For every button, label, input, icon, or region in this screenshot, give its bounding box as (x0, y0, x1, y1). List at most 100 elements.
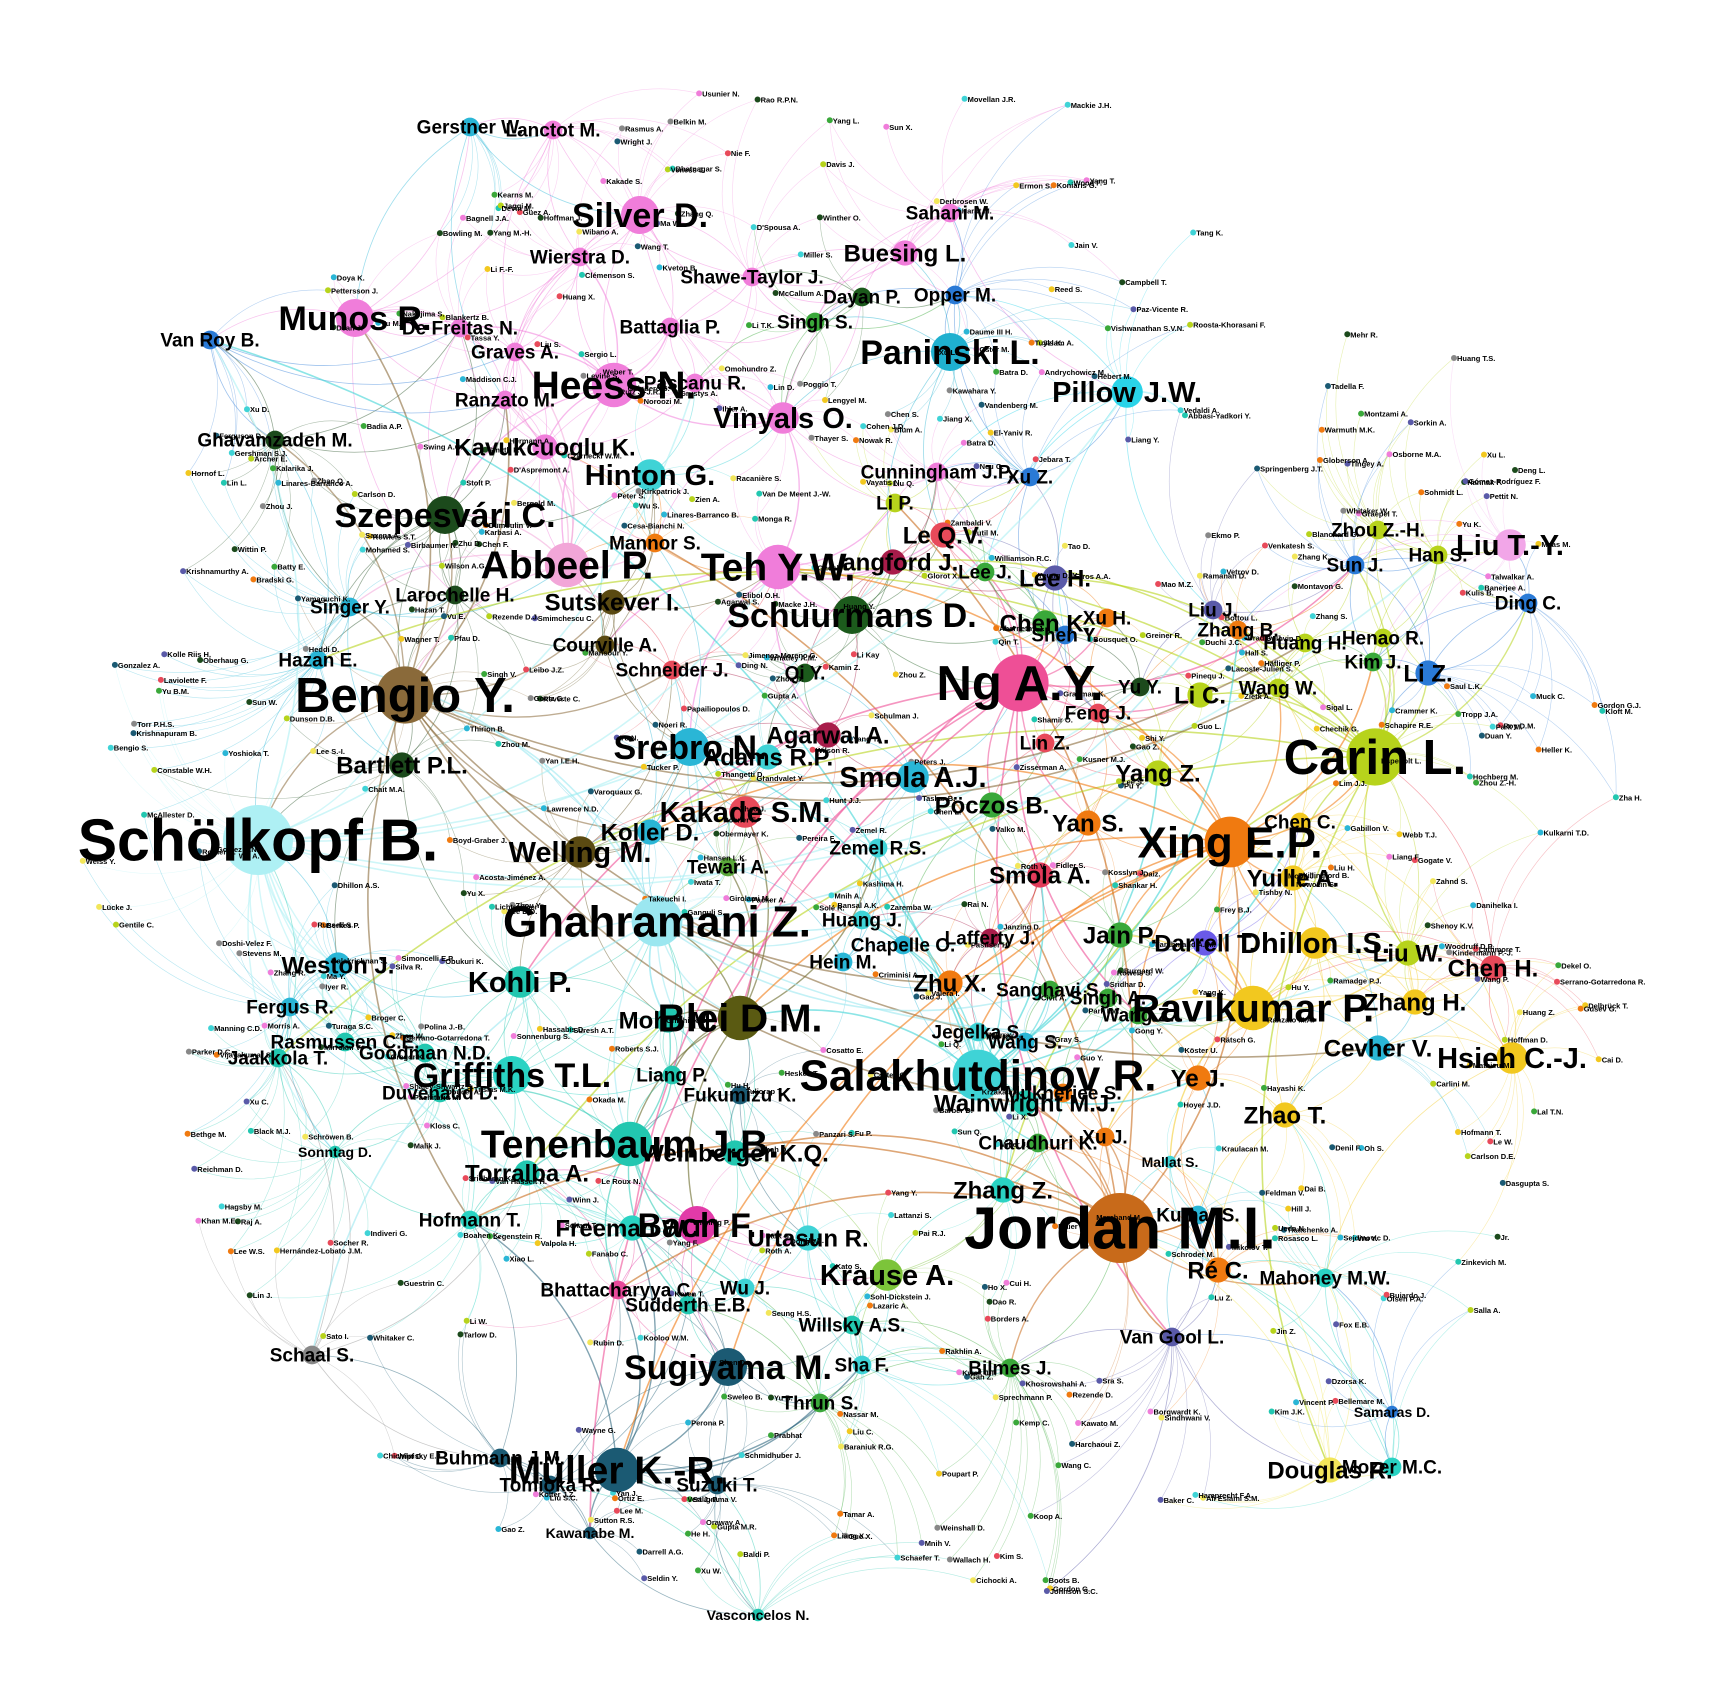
author-label: Stolt P. (466, 479, 491, 488)
author-label: Schölkopf B. (78, 808, 439, 874)
coauthor-edge (1277, 637, 1384, 689)
coauthor-edge (773, 566, 829, 736)
author-node (1535, 540, 1542, 547)
author-node (491, 191, 498, 198)
author-node (243, 1098, 250, 1105)
coauthor-edge (424, 1052, 528, 1174)
coauthor-edge (311, 1354, 501, 1459)
author-node (981, 1283, 988, 1290)
coauthor-edge (1354, 564, 1429, 674)
coauthor-edge (989, 1189, 1012, 1302)
author-label: Chen S. (891, 410, 919, 419)
author-label: Kalarika J. (276, 464, 314, 473)
coauthor-edge (851, 614, 1046, 644)
author-label: Zhu D. (458, 539, 481, 548)
author-label: Sigal L. (1326, 703, 1353, 712)
author-label: Boyd-Graber J. (453, 836, 507, 845)
author-label: Lawrence N.D. (547, 804, 599, 813)
author-label: Schmidhuber J. (745, 1451, 801, 1460)
coauthor-edge (1009, 1367, 1059, 1466)
author-label: Silver D. (572, 197, 708, 235)
author-node (864, 1293, 871, 1300)
author-label: Fergus R. (246, 998, 334, 1019)
coauthor-edge (1377, 519, 1511, 546)
author-node (1355, 510, 1362, 517)
author-label: Tang K. (1196, 229, 1223, 238)
coauthor-edge (287, 924, 315, 1008)
author-node (460, 479, 467, 486)
author-node (1214, 906, 1220, 913)
coauthor-edge (394, 1455, 501, 1471)
author-node (1214, 1036, 1221, 1043)
coauthor-edge (1407, 832, 1541, 954)
author-label: Lee J. (958, 563, 1012, 584)
author-label: Maddison C.J. (466, 375, 517, 384)
author-label: Okada M. (593, 1096, 626, 1105)
author-node (1068, 242, 1075, 248)
author-node (715, 598, 721, 605)
coauthor-edge (814, 212, 951, 323)
coauthor-edge (1299, 821, 1416, 1003)
author-node (1165, 1250, 1172, 1257)
coauthor-edge (1236, 545, 1266, 631)
author-label: Opper M. (914, 286, 996, 307)
author-label: Suzuki T. (676, 1476, 757, 1497)
author-label: Bilmes J. (968, 1359, 1051, 1380)
author-label: Liu T.-Y. (1456, 530, 1564, 562)
coauthor-edge (1449, 357, 1511, 546)
coauthor-edge (829, 120, 951, 214)
coauthor-edge (941, 98, 965, 214)
author-label: Buiardo J. (1390, 1291, 1427, 1300)
coauthor-edge (654, 542, 1121, 1229)
author-label: Reverte C. (543, 695, 580, 704)
author-node (964, 1373, 970, 1380)
coauthor-edge (1277, 659, 1374, 689)
coauthor-edge (160, 606, 351, 682)
coauthor-edge (164, 653, 319, 677)
coauthor-edge (349, 554, 568, 608)
author-label: Poupart P. (942, 1470, 979, 1479)
author-node (1049, 862, 1056, 869)
author-node (389, 1032, 396, 1039)
coauthor-edge (1203, 1466, 1393, 1509)
coauthor-edge (98, 906, 291, 1008)
coauthor-edge (194, 1151, 336, 1180)
author-label: Sutskever I. (545, 589, 680, 616)
coauthor-edge (334, 1151, 369, 1234)
author-node (216, 940, 223, 947)
coauthor-edge (1104, 1077, 1199, 1138)
coauthor-edge (257, 839, 441, 1094)
coauthor-edge (519, 682, 1021, 983)
author-node (848, 1129, 855, 1136)
coauthor-edge (694, 370, 801, 385)
coauthor-edge (514, 256, 581, 353)
coauthor-edge (1199, 642, 1306, 696)
author-node (267, 969, 274, 976)
author-node (822, 663, 829, 670)
author-label: Rasmus A. (625, 124, 664, 133)
author-node (1082, 1007, 1089, 1014)
author-label: Zhou J. (266, 502, 293, 511)
coauthor-edge (1427, 672, 1617, 798)
coauthor-edge (1275, 942, 1316, 1116)
author-node (1116, 778, 1122, 785)
author-label: Fanabo C. (592, 1250, 628, 1259)
author-node (467, 1086, 474, 1092)
coauthor-edge (514, 274, 583, 353)
coauthor-edge (1009, 1367, 1058, 1581)
author-node (1200, 1494, 1207, 1501)
author-label: Hagsby M. (225, 1202, 263, 1211)
author-node (1125, 436, 1132, 443)
author-label: Guestrin C. (404, 1279, 444, 1288)
author-label: Rezende D. (1073, 1391, 1113, 1400)
author-node (1013, 182, 1020, 189)
coauthor-edge (949, 874, 1041, 984)
coauthor-edge (1389, 454, 1439, 556)
author-node (1325, 383, 1331, 389)
author-label: Graves A. (471, 343, 559, 364)
author-label: He H. (691, 1530, 710, 1539)
author-label: Gentile C. (119, 921, 154, 930)
coauthor-edge (289, 1006, 441, 1094)
author-label: Yang L. (833, 116, 860, 125)
coauthor-edge (337, 964, 513, 1076)
